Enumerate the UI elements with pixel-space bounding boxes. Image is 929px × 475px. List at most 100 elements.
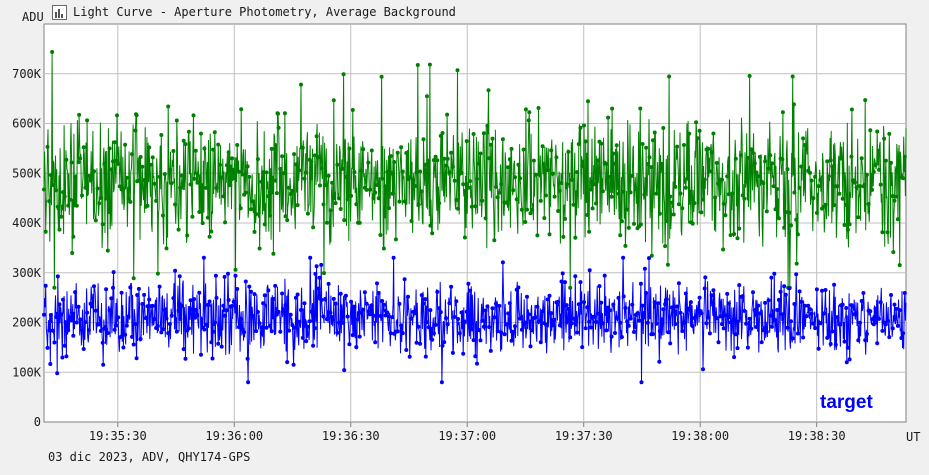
- data-point: [238, 316, 243, 321]
- data-point: [549, 311, 554, 316]
- light-curve-icon[interactable]: [52, 4, 67, 20]
- data-point: [428, 223, 433, 228]
- data-point: [492, 238, 497, 243]
- x-tick-label: 19:37:30: [555, 429, 613, 443]
- data-point: [764, 329, 769, 334]
- data-point: [899, 336, 904, 340]
- data-point: [402, 277, 407, 282]
- data-point: [319, 262, 324, 267]
- data-point: [337, 320, 341, 325]
- data-point: [444, 316, 448, 321]
- y-axis: 0 100K 200K 300K 400K 500K 600K 700K: [12, 67, 42, 429]
- data-point: [130, 334, 134, 339]
- data-point: [711, 131, 716, 136]
- series-line: [43, 51, 907, 288]
- data-point: [335, 330, 340, 335]
- data-point: [864, 331, 869, 336]
- data-point: [665, 262, 670, 267]
- data-point: [552, 194, 557, 199]
- data-point: [859, 156, 864, 161]
- data-point: [440, 131, 445, 135]
- data-point: [407, 354, 412, 359]
- data-point: [276, 125, 281, 130]
- data-point: [239, 107, 244, 112]
- data-point: [814, 287, 819, 292]
- data-point: [775, 187, 780, 192]
- data-point: [98, 196, 103, 200]
- data-point: [307, 319, 312, 324]
- data-point: [476, 328, 481, 332]
- data-point: [115, 113, 119, 118]
- data-point: [338, 207, 343, 211]
- data-point: [725, 291, 730, 296]
- data-point: [611, 302, 616, 307]
- data-point: [595, 311, 600, 316]
- data-point: [333, 201, 338, 206]
- data-point: [292, 152, 297, 157]
- data-point: [383, 313, 388, 318]
- data-point: [531, 158, 536, 163]
- x-tick-label: 19:38:00: [671, 429, 729, 443]
- data-point: [742, 308, 747, 313]
- data-point: [488, 142, 493, 147]
- data-point: [483, 308, 488, 313]
- data-point: [816, 346, 821, 351]
- data-point: [718, 314, 723, 319]
- data-point: [347, 342, 352, 347]
- data-point: [487, 156, 492, 161]
- data-point: [544, 193, 548, 198]
- data-point: [575, 330, 580, 335]
- data-point: [802, 303, 807, 308]
- data-point: [180, 303, 184, 308]
- data-point: [212, 130, 217, 135]
- data-point: [121, 345, 126, 350]
- x-tick-label: 19:35:30: [89, 429, 147, 443]
- data-point: [276, 111, 280, 116]
- data-point: [883, 158, 888, 163]
- data-point: [152, 317, 157, 322]
- data-point: [326, 173, 331, 178]
- data-point: [701, 197, 705, 202]
- data-point: [902, 291, 907, 295]
- data-point: [507, 301, 512, 306]
- data-point: [257, 321, 262, 326]
- data-point: [61, 190, 65, 195]
- data-point: [639, 380, 644, 385]
- data-point: [447, 170, 452, 175]
- data-point: [419, 293, 424, 298]
- data-point: [145, 304, 150, 309]
- data-point: [599, 300, 604, 305]
- data-point: [395, 329, 400, 334]
- data-point: [164, 316, 169, 321]
- data-point: [787, 286, 792, 291]
- data-point: [676, 281, 681, 286]
- data-point: [362, 290, 367, 295]
- data-point: [840, 196, 845, 201]
- data-point: [300, 335, 305, 340]
- data-point: [442, 156, 447, 161]
- data-point: [625, 207, 630, 212]
- data-point: [93, 308, 98, 313]
- data-point: [452, 315, 457, 319]
- data-point: [638, 222, 643, 227]
- data-point: [732, 355, 737, 360]
- data-point: [142, 292, 147, 297]
- data-point: [368, 312, 373, 317]
- data-point: [369, 303, 374, 308]
- data-point: [600, 321, 605, 326]
- data-point: [188, 298, 193, 303]
- data-point: [695, 136, 700, 141]
- data-point: [259, 179, 264, 184]
- data-point: [504, 322, 509, 327]
- data-point: [889, 160, 893, 165]
- data-point: [683, 291, 688, 296]
- data-point: [350, 108, 355, 112]
- data-point: [92, 284, 96, 289]
- data-point: [207, 234, 212, 239]
- data-point: [842, 339, 847, 344]
- data-point: [494, 184, 498, 189]
- data-point: [176, 308, 181, 313]
- data-point: [322, 271, 326, 276]
- data-point: [602, 273, 607, 278]
- data-point: [575, 170, 580, 175]
